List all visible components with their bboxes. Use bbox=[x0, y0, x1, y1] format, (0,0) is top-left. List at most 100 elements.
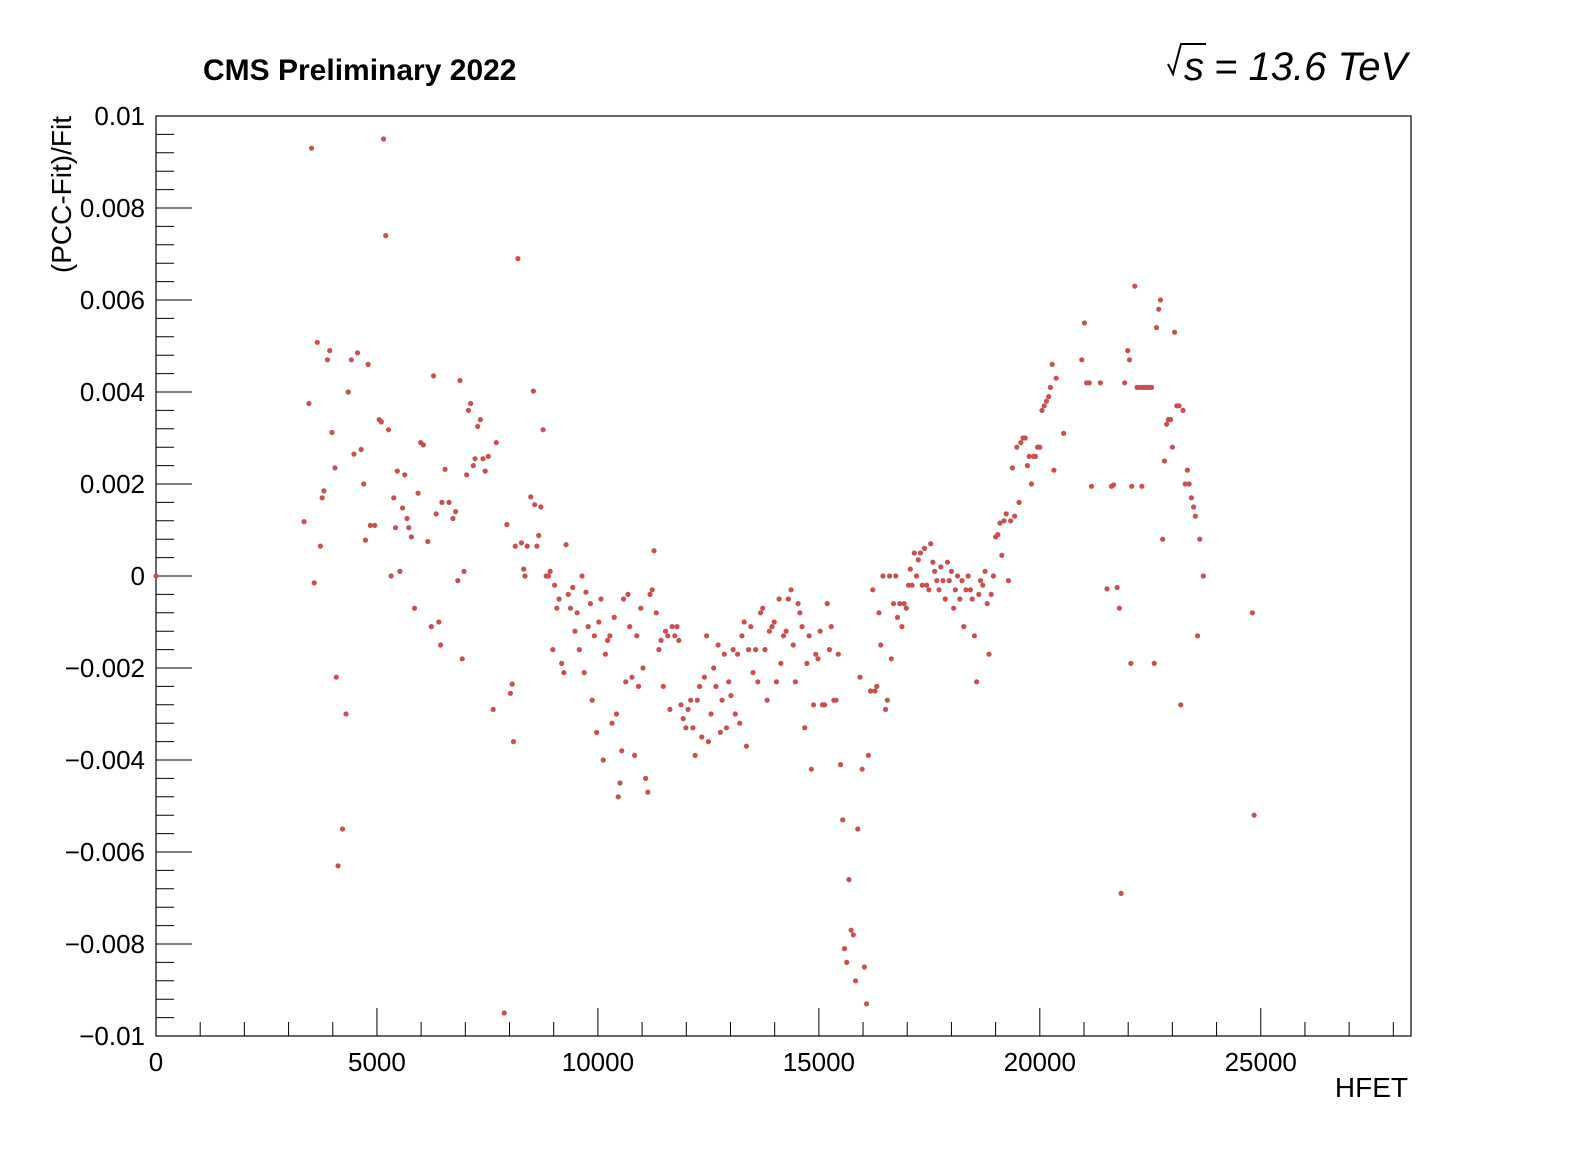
data-point bbox=[1149, 384, 1155, 390]
data-point bbox=[348, 357, 354, 363]
data-point bbox=[585, 624, 591, 630]
data-point bbox=[690, 725, 696, 731]
data-point bbox=[1014, 444, 1020, 450]
data-point bbox=[1051, 467, 1057, 473]
data-point bbox=[934, 578, 940, 584]
data-point bbox=[1024, 463, 1031, 469]
data-point bbox=[367, 522, 373, 529]
data-point bbox=[919, 582, 925, 588]
data-point bbox=[884, 697, 890, 703]
data-point bbox=[453, 509, 459, 515]
data-point bbox=[465, 407, 472, 413]
data-point bbox=[944, 559, 951, 565]
data-point bbox=[361, 481, 367, 487]
data-point bbox=[574, 610, 580, 616]
y-tick-label: 0.006 bbox=[80, 285, 145, 315]
data-point bbox=[804, 660, 810, 667]
y-tick-label: 0.008 bbox=[80, 193, 145, 223]
data-point bbox=[656, 647, 662, 653]
data-point bbox=[1114, 584, 1120, 591]
data-point bbox=[635, 683, 642, 690]
data-point bbox=[1043, 398, 1050, 404]
data-point bbox=[437, 642, 444, 648]
axis-ticks bbox=[155, 115, 1394, 1037]
data-point bbox=[876, 610, 882, 616]
data-point bbox=[776, 596, 782, 602]
data-point bbox=[658, 637, 664, 644]
data-point bbox=[1111, 482, 1117, 488]
data-point bbox=[874, 683, 880, 690]
data-point bbox=[332, 465, 338, 471]
data-point bbox=[897, 601, 903, 607]
data-point bbox=[528, 494, 534, 500]
data-point bbox=[694, 697, 700, 703]
data-point bbox=[640, 665, 646, 671]
data-point bbox=[911, 550, 917, 556]
data-point bbox=[963, 587, 969, 593]
data-point bbox=[609, 720, 615, 726]
y-tick-label: 0.01 bbox=[94, 101, 145, 131]
data-point bbox=[324, 357, 331, 363]
data-point bbox=[554, 605, 560, 611]
data-point bbox=[589, 697, 595, 703]
data-point bbox=[1192, 513, 1198, 519]
data-point bbox=[959, 578, 965, 584]
data-point bbox=[760, 605, 766, 611]
data-point bbox=[455, 578, 461, 584]
data-point bbox=[926, 587, 932, 593]
x-tick-label: 0 bbox=[149, 1047, 163, 1077]
data-point bbox=[1061, 430, 1067, 436]
data-point bbox=[717, 729, 723, 736]
data-point bbox=[1169, 444, 1175, 450]
data-point bbox=[1086, 380, 1092, 386]
data-point bbox=[507, 690, 514, 696]
data-point bbox=[391, 495, 397, 501]
data-point bbox=[591, 633, 597, 639]
data-point bbox=[893, 573, 899, 579]
data-point bbox=[739, 633, 745, 639]
data-point bbox=[1022, 435, 1028, 441]
data-point bbox=[995, 532, 1001, 538]
data-point bbox=[999, 552, 1005, 558]
data-point bbox=[894, 614, 901, 621]
data-point bbox=[1176, 403, 1182, 409]
data-point bbox=[748, 624, 754, 630]
data-point bbox=[938, 564, 944, 570]
data-point bbox=[530, 388, 536, 394]
data-point bbox=[493, 440, 499, 446]
data-point bbox=[619, 748, 625, 754]
data-point bbox=[795, 601, 801, 607]
data-point bbox=[587, 601, 593, 607]
data-point bbox=[1171, 329, 1178, 335]
data-point bbox=[428, 624, 434, 630]
chart-title: CMS Preliminary 2022 bbox=[203, 54, 517, 87]
data-point bbox=[593, 729, 600, 736]
data-point bbox=[980, 582, 986, 588]
y-tick-label: 0.002 bbox=[80, 469, 145, 499]
data-point bbox=[840, 817, 846, 823]
data-point bbox=[653, 610, 659, 616]
data-point bbox=[602, 651, 609, 657]
data-point bbox=[485, 453, 491, 459]
data-point bbox=[1008, 518, 1014, 524]
data-point bbox=[1188, 495, 1194, 501]
data-point bbox=[607, 633, 613, 639]
data-point bbox=[512, 543, 518, 549]
data-point bbox=[570, 584, 576, 591]
data-point bbox=[806, 633, 812, 639]
x-tick-label: 10000 bbox=[562, 1047, 634, 1077]
data-point bbox=[769, 624, 775, 630]
data-point bbox=[472, 456, 478, 462]
data-point bbox=[857, 674, 863, 680]
data-point bbox=[802, 725, 808, 731]
data-point bbox=[579, 573, 585, 579]
data-point bbox=[380, 136, 387, 142]
data-point bbox=[936, 587, 942, 593]
data-point bbox=[665, 633, 671, 639]
data-point bbox=[402, 472, 408, 478]
data-point bbox=[1012, 513, 1018, 519]
data-point bbox=[335, 863, 341, 869]
data-point bbox=[1088, 483, 1095, 489]
data-point bbox=[942, 596, 948, 602]
data-point bbox=[901, 601, 907, 607]
